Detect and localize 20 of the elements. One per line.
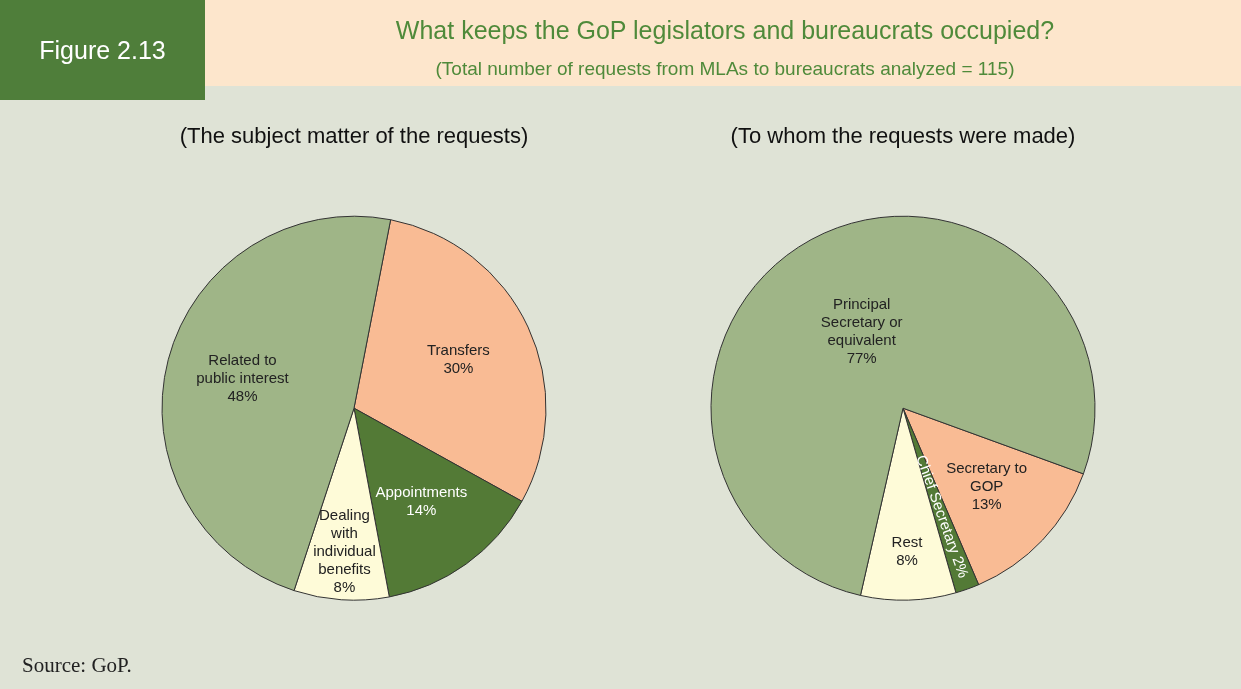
slice-label: Dealing with individual benefits [313,506,376,578]
chart-title: (To whom the requests were made) [730,123,1076,149]
data-label: 8% [896,551,918,569]
slice-label: Principal Secretary or equivalent [820,295,903,349]
text: What keeps the GoP legislators and bureaucrats occupied? [394,16,1056,45]
data-label: 77% [846,349,877,367]
caption: Figure 2.13 [0,0,205,100]
text: (Total number of requests from MLAs to bureaucrats analyzed = 115) [434,58,1016,80]
slice-label: Related to public interest [196,351,290,387]
data-label: 8% [333,578,356,596]
slice-label: Transfers [427,340,490,358]
data-label: 30% [443,358,474,376]
chart-title: (The subject matter of the requests) [179,123,529,149]
slice-label: Appointments [375,482,468,500]
slice-label: Secretary to GOP [946,459,1028,495]
slice-label: Rest [891,533,924,551]
data-label: 14% [406,500,437,518]
data-label: 48% [227,387,258,405]
source-note: Source: GoP. [22,653,132,678]
data-label: 13% [971,495,1002,513]
